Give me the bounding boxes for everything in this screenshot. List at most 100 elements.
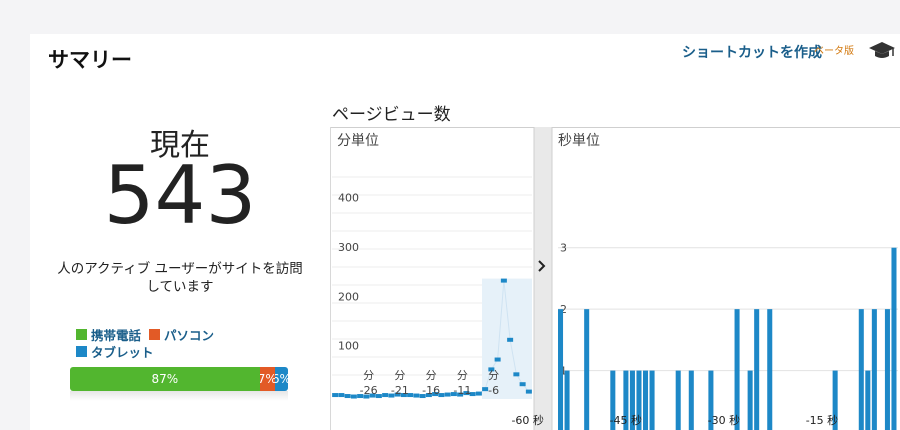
create-shortcut-link[interactable]: ショートカットを作成 (682, 45, 822, 61)
legend-mobile: 携帯電話 (76, 325, 141, 344)
per-second-bar (884, 309, 890, 430)
per-minute-point (457, 392, 464, 397)
per-minute-point (525, 389, 532, 394)
per-minute-point (475, 391, 482, 396)
beta-badge: ベータ版 (814, 46, 854, 57)
x-tick-label-top: 分 (488, 369, 499, 382)
y-tick-label: 3 (560, 242, 567, 255)
y-tick-label: 2 (560, 303, 567, 316)
per-second-label: 秒単位 (558, 133, 600, 149)
page-title: サマリー (48, 48, 132, 72)
chevron-right-icon (538, 260, 546, 272)
legend-swatch (149, 329, 161, 340)
x-tick-label: -6 (488, 384, 499, 397)
per-second-bar (643, 370, 649, 430)
per-minute-point (400, 393, 407, 398)
device-segment-tablet: 6% (274, 367, 288, 391)
legend-swatch (76, 329, 87, 340)
per-minute-point (444, 392, 451, 397)
pageviews-chart: 100 200 300 400 分 -26 分 -21 分 -16 分 -11 分 -6 1 2 3 -60 秒 -… (330, 127, 900, 430)
x-tick-label: -26 (360, 384, 378, 397)
device-segment-mobile: 87% (70, 367, 260, 391)
per-minute-point (450, 392, 457, 397)
per-minute-point (425, 393, 432, 398)
per-minute-point (407, 393, 414, 398)
pageviews-title: ページビュー数 (332, 105, 451, 125)
per-second-bar (708, 370, 714, 430)
per-minute-point (419, 394, 426, 399)
x-tick-label-top: 分 (363, 369, 374, 382)
per-second-bar (636, 370, 642, 430)
per-second-bar (865, 370, 871, 430)
per-second-bar (675, 370, 681, 430)
top-bar (0, 0, 900, 34)
x-tick-label: -60 秒 (511, 413, 543, 427)
x-tick-label-top: 分 (426, 369, 437, 382)
per-second-bar (584, 309, 590, 430)
active-user-count: 543 (103, 149, 257, 242)
per-minute-point (463, 391, 470, 396)
per-minute-point (488, 367, 495, 372)
per-minute-point (338, 393, 345, 398)
device-legend: 携帯電話 パソコン タブレット (76, 326, 222, 360)
per-minute-point (363, 394, 370, 399)
per-second-bar (734, 309, 740, 430)
per-minute-label: 分単位 (337, 133, 379, 149)
per-second-bar (623, 370, 629, 430)
per-minute-point (357, 394, 364, 399)
per-second-bar (688, 370, 694, 430)
x-tick-label: -30 秒 (708, 413, 740, 427)
per-minute-point (432, 392, 439, 397)
panel-divider (534, 127, 552, 430)
per-minute-point (394, 392, 401, 397)
per-minute-point (369, 393, 376, 398)
per-second-bar (754, 309, 760, 430)
per-second-bar (564, 370, 570, 430)
recent-highlight (482, 278, 532, 399)
x-tick-label-top: 分 (394, 369, 405, 382)
per-second-bar (747, 370, 753, 430)
per-second-bar (832, 370, 838, 430)
legend-desktop: パソコン (149, 325, 214, 344)
x-tick-label: -16 (422, 384, 440, 397)
per-minute-point (469, 392, 476, 397)
per-minute-point (382, 393, 389, 398)
y-tick-label: 200 (338, 290, 359, 303)
description-line-1: 人のアクティブ ユーザーがサイトを訪問 (57, 261, 303, 277)
description-line-2: しています (146, 279, 214, 295)
per-second-bar (629, 370, 635, 430)
per-second-bar (767, 309, 773, 430)
per-minute-point (500, 278, 507, 283)
per-minute-point (350, 394, 357, 399)
left-rail (0, 0, 30, 430)
graduation-cap-icon[interactable] (868, 38, 896, 62)
y-tick-label: 300 (338, 241, 359, 254)
y-tick-label: 1 (560, 365, 567, 378)
per-minute-point (344, 394, 351, 399)
legend-label: タブレット (91, 345, 154, 360)
x-tick-label: -11 (453, 384, 471, 397)
legend-label: パソコン (164, 328, 215, 343)
active-users-description: 人のアクティブ ユーザーがサイトを訪問 しています (30, 260, 330, 296)
per-minute-point (507, 337, 514, 342)
per-second-bar (649, 370, 655, 430)
per-second-bar (891, 247, 897, 430)
per-minute-point (388, 393, 395, 398)
per-second-bar (610, 370, 616, 430)
device-bar-shadow (70, 391, 288, 401)
legend-swatch (76, 346, 87, 357)
per-second-bar (558, 309, 564, 430)
y-tick-label: 100 (338, 340, 359, 353)
x-tick-label: -21 (391, 384, 409, 397)
per-minute-point (332, 393, 339, 398)
summary-card: サマリー ショートカットを作成 ベータ版 現在 543 人のアクティブ ユーザー… (30, 34, 900, 430)
x-tick-label: -15 秒 (806, 413, 838, 427)
per-minute-point (413, 393, 420, 398)
per-second-bar (871, 309, 877, 430)
y-tick-label: 400 (338, 192, 359, 205)
legend-label: 携帯電話 (91, 328, 142, 343)
x-tick-label-top: 分 (457, 369, 468, 382)
per-minute-point (438, 393, 445, 398)
per-minute-point (519, 382, 526, 387)
x-tick-label: -45 秒 (610, 413, 642, 427)
